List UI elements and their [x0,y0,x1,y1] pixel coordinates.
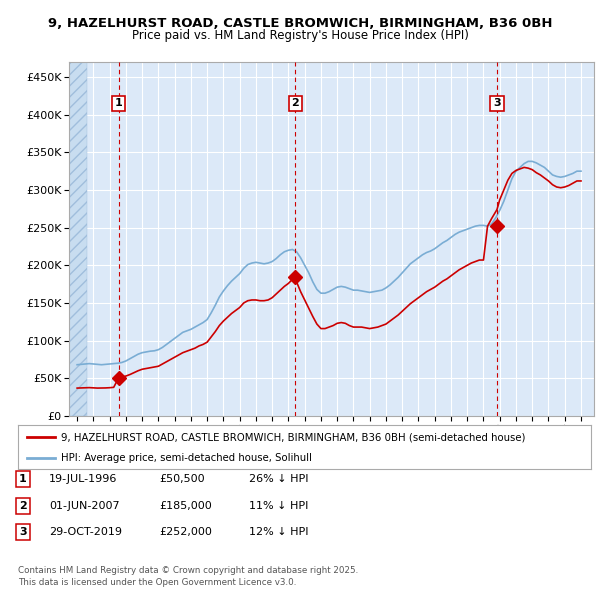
Text: 9, HAZELHURST ROAD, CASTLE BROMWICH, BIRMINGHAM, B36 0BH (semi-detached house): 9, HAZELHURST ROAD, CASTLE BROMWICH, BIR… [61,432,526,442]
Text: 26% ↓ HPI: 26% ↓ HPI [249,474,308,484]
Text: £50,500: £50,500 [159,474,205,484]
Text: 29-OCT-2019: 29-OCT-2019 [49,527,122,537]
Text: 9, HAZELHURST ROAD, CASTLE BROMWICH, BIRMINGHAM, B36 0BH: 9, HAZELHURST ROAD, CASTLE BROMWICH, BIR… [48,17,552,30]
Text: 3: 3 [493,99,501,109]
Text: £185,000: £185,000 [159,501,212,510]
Text: 12% ↓ HPI: 12% ↓ HPI [249,527,308,537]
Text: Price paid vs. HM Land Registry's House Price Index (HPI): Price paid vs. HM Land Registry's House … [131,30,469,42]
Text: 2: 2 [292,99,299,109]
Text: 19-JUL-1996: 19-JUL-1996 [49,474,118,484]
Text: 2: 2 [19,501,26,510]
Text: Contains HM Land Registry data © Crown copyright and database right 2025.
This d: Contains HM Land Registry data © Crown c… [18,566,358,587]
Text: 01-JUN-2007: 01-JUN-2007 [49,501,120,510]
Text: £252,000: £252,000 [159,527,212,537]
Bar [69,62,87,416]
Bar [69,62,87,416]
Text: 1: 1 [115,99,122,109]
Text: 1: 1 [19,474,26,484]
Text: HPI: Average price, semi-detached house, Solihull: HPI: Average price, semi-detached house,… [61,453,312,463]
Text: 3: 3 [19,527,26,537]
Text: 11% ↓ HPI: 11% ↓ HPI [249,501,308,510]
